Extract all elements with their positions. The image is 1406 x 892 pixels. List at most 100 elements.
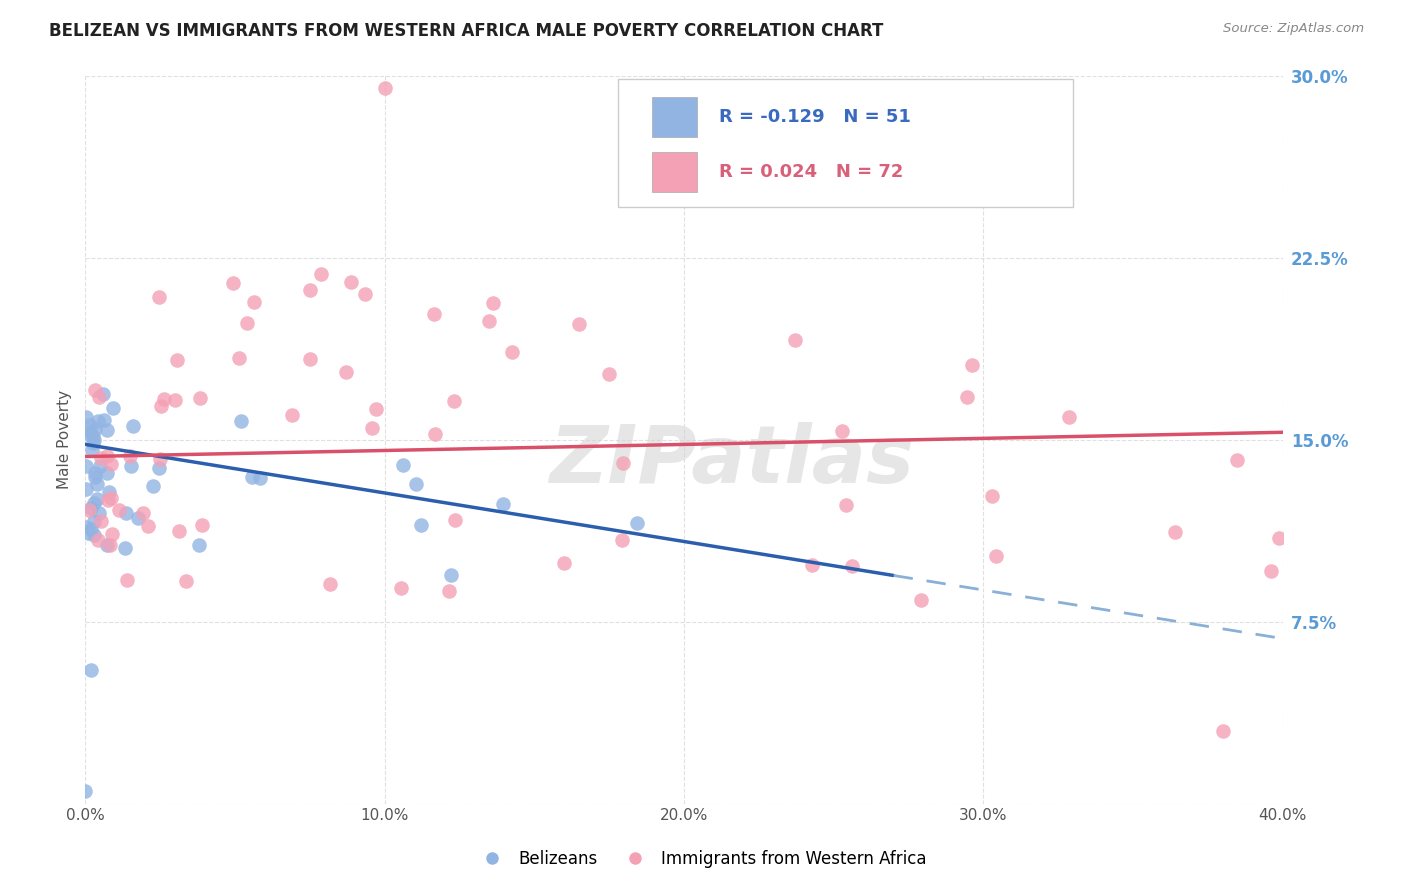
Point	[89, 459, 111, 474]
Point	[100, 491, 122, 505]
Point	[93, 412, 115, 426]
Point	[96, 450, 118, 464]
Point	[361, 421, 384, 435]
Point	[90, 514, 112, 528]
Point	[82, 436, 104, 450]
Point	[167, 524, 190, 538]
Point	[121, 419, 143, 434]
Text: Source: ZipAtlas.com: Source: ZipAtlas.com	[1223, 22, 1364, 36]
Point	[127, 511, 149, 525]
Point	[75, 519, 97, 533]
Point	[163, 393, 186, 408]
Point	[96, 466, 118, 480]
Point	[103, 401, 125, 416]
Point	[132, 506, 155, 520]
Point	[598, 367, 620, 381]
Point	[86, 476, 108, 491]
Point	[148, 290, 170, 304]
Point	[299, 283, 322, 297]
Point	[187, 539, 209, 553]
Point	[481, 296, 503, 310]
Point	[75, 784, 97, 798]
Point	[610, 533, 633, 547]
Point	[98, 538, 121, 552]
Point	[136, 519, 159, 533]
Point	[80, 442, 103, 457]
Point	[83, 496, 105, 510]
Point	[409, 517, 432, 532]
Point	[568, 318, 591, 332]
Point	[478, 314, 501, 328]
Point	[98, 485, 121, 500]
Point	[444, 513, 467, 527]
Point	[100, 457, 122, 471]
Point	[240, 470, 263, 484]
Point	[835, 498, 858, 512]
Point	[148, 460, 170, 475]
Point	[80, 522, 103, 536]
Point	[956, 391, 979, 405]
Point	[83, 514, 105, 528]
Point	[87, 533, 110, 548]
Point	[910, 592, 932, 607]
Point	[423, 307, 446, 321]
Point	[491, 497, 513, 511]
Point	[335, 365, 357, 379]
Point	[437, 583, 460, 598]
Point	[75, 483, 97, 497]
Point	[84, 470, 107, 484]
Point	[612, 456, 634, 470]
Point	[83, 384, 105, 398]
Point	[77, 526, 100, 541]
Point	[236, 316, 259, 330]
Point	[228, 351, 250, 365]
Point	[87, 390, 110, 404]
Point	[309, 267, 332, 281]
Point	[1057, 410, 1080, 425]
Point	[391, 581, 413, 595]
Point	[118, 449, 141, 463]
Point	[340, 275, 363, 289]
Point	[87, 414, 110, 428]
Point	[281, 408, 304, 422]
Point	[149, 399, 172, 413]
Point	[366, 402, 388, 417]
FancyBboxPatch shape	[652, 152, 697, 192]
Point	[501, 344, 523, 359]
Point	[107, 503, 129, 517]
Point	[96, 423, 118, 437]
Point	[984, 549, 1007, 564]
Point	[79, 424, 101, 438]
Point	[1226, 453, 1249, 467]
Point	[166, 352, 188, 367]
Point	[90, 450, 112, 465]
Point	[981, 489, 1004, 503]
Point	[831, 424, 853, 438]
Point	[79, 418, 101, 433]
Point	[1164, 525, 1187, 540]
Point	[77, 503, 100, 517]
Point	[222, 276, 245, 290]
Point	[1268, 531, 1291, 545]
Point	[80, 500, 103, 515]
Point	[319, 577, 342, 591]
Point	[97, 493, 120, 508]
Point	[96, 538, 118, 552]
Point	[149, 451, 172, 466]
FancyBboxPatch shape	[652, 97, 697, 137]
Point	[84, 467, 107, 481]
Point	[1212, 723, 1234, 738]
Point	[405, 477, 427, 491]
Point	[79, 428, 101, 442]
Point	[75, 410, 97, 425]
Point	[1260, 564, 1282, 578]
Point	[191, 518, 214, 533]
Point	[785, 333, 807, 347]
Point	[229, 414, 252, 428]
Point	[153, 392, 176, 406]
Point	[114, 541, 136, 556]
Text: R = 0.024   N = 72: R = 0.024 N = 72	[718, 162, 903, 180]
Point	[425, 427, 447, 442]
Point	[960, 358, 983, 372]
Point	[392, 458, 415, 473]
